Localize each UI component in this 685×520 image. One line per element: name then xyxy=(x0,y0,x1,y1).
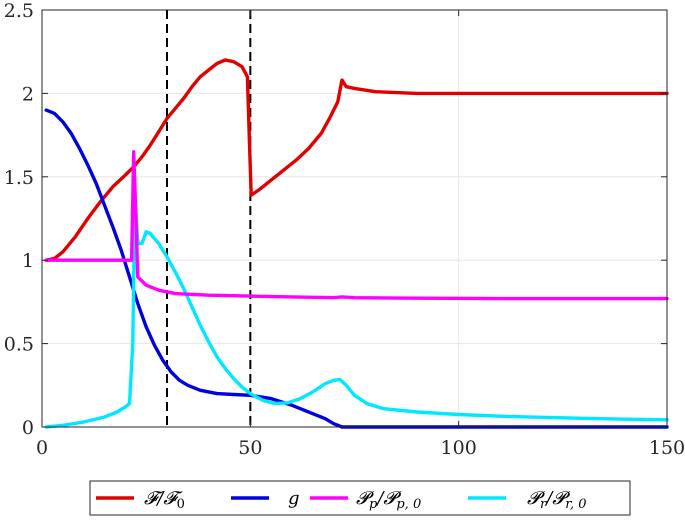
y-tick-label: 1 xyxy=(22,250,34,272)
y-tick-label: 1.5 xyxy=(4,167,34,189)
axis-ticks xyxy=(41,9,668,428)
x-tick-label: 50 xyxy=(238,437,262,459)
series-line-g xyxy=(44,108,669,429)
series-group xyxy=(44,58,669,429)
x-tick-label: 150 xyxy=(649,437,685,459)
x-tick-label: 0 xyxy=(36,437,48,459)
y-tick-label: 0 xyxy=(22,417,34,439)
legend-box xyxy=(89,480,631,516)
tick-labels: 0 50 100 150 0 0.5 1 1.5 2 2.5 xyxy=(4,0,685,459)
series-line-pr xyxy=(44,191,669,429)
y-tick-label: 2.5 xyxy=(4,0,34,22)
x-tick-label: 100 xyxy=(441,437,477,459)
series-line-f xyxy=(44,58,669,262)
legend-label-pp: 𝓟p/𝓟p, 0 xyxy=(356,488,421,512)
plot-area-frame xyxy=(41,9,668,428)
vertical-markers xyxy=(166,10,252,427)
legend-label-g: g xyxy=(288,488,300,509)
y-tick-label: 0.5 xyxy=(4,334,34,356)
legend: 𝓕/𝓕0 g 𝓟p/𝓟p, 0 𝓟r/𝓟r, 0 xyxy=(89,480,631,516)
y-tick-label: 2 xyxy=(22,83,34,105)
series-line-pp xyxy=(44,150,669,301)
